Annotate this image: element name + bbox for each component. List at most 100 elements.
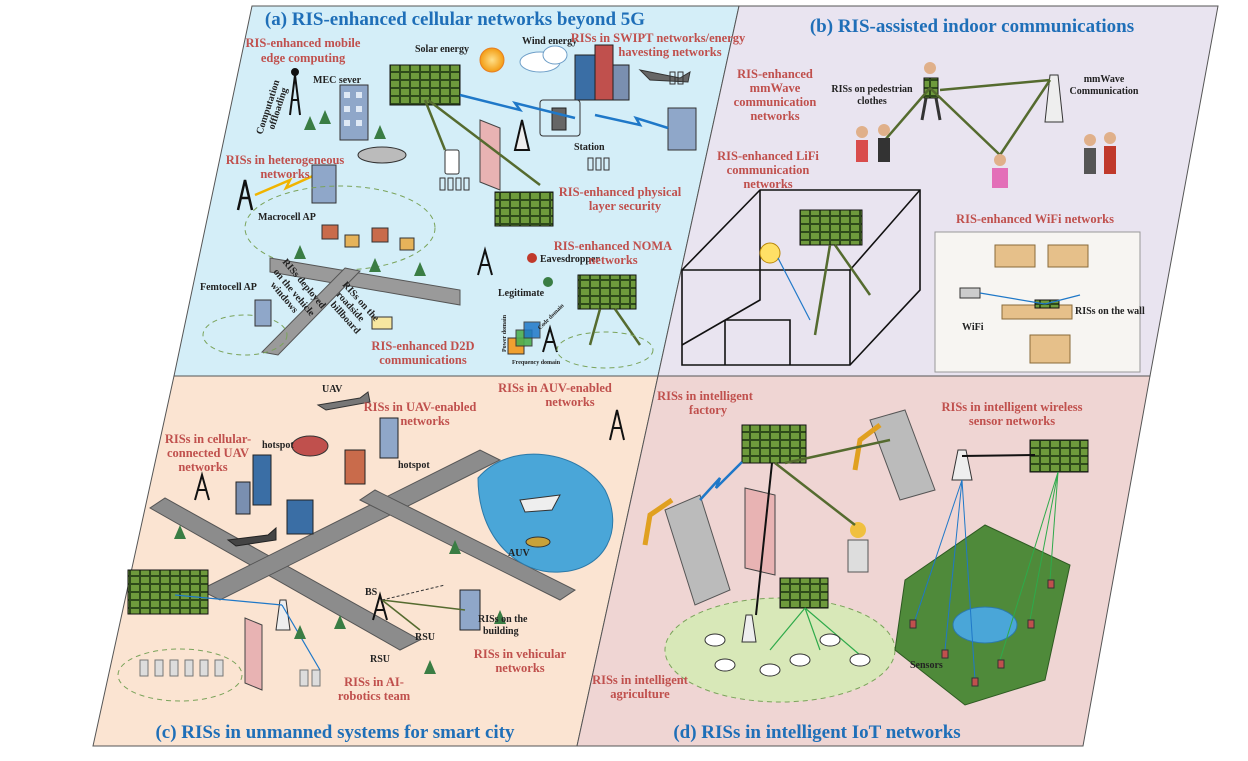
- sensor-nodes: [909, 579, 1055, 687]
- office-building: [311, 164, 337, 204]
- city-building: [344, 449, 366, 485]
- label-d2d-communications: RIS-enhanced D2D: [371, 339, 474, 353]
- ris-panel: [389, 64, 461, 106]
- label-ris-on-building: building: [483, 626, 519, 637]
- obstacle-wall: [744, 487, 776, 576]
- label-auv-enabled-networks: networks: [545, 395, 594, 409]
- wifi-router: [959, 287, 981, 299]
- trees: [294, 110, 426, 276]
- label-cellular-connected-uav: networks: [178, 460, 227, 474]
- label-wifi: WiFi: [962, 322, 984, 333]
- label-ris-on-building: RISs on the: [478, 614, 528, 625]
- label-noma-networks: RIS-enhanced NOMA: [554, 239, 672, 253]
- robot-arm: [642, 423, 882, 546]
- trees: [174, 525, 506, 674]
- city-building: [594, 44, 614, 101]
- label-ai-robotics-team: robotics team: [338, 689, 411, 703]
- livestock: [704, 633, 871, 677]
- station-box: [539, 99, 581, 137]
- label-legitimate: Legitimate: [498, 288, 545, 299]
- office-building: [667, 107, 697, 151]
- label-hotspot: hotspot: [262, 440, 294, 451]
- sun-icon: [479, 47, 505, 73]
- panel-c-illustration: [117, 391, 625, 702]
- roadside-billboard: [371, 316, 393, 330]
- city-building: [252, 454, 272, 506]
- pedestrian-head: [924, 62, 936, 74]
- lake: [477, 453, 614, 573]
- label-hotspot: hotspot: [398, 460, 430, 471]
- label-intelligent-factory: factory: [689, 403, 728, 417]
- femtocell-area: [202, 314, 288, 356]
- label-wireless-sensor-networks: RISs in intelligent wireless: [941, 400, 1082, 414]
- label-physical-layer-security: layer security: [589, 199, 662, 213]
- sensor-network-ap: [951, 449, 973, 481]
- access-point: [741, 614, 757, 643]
- label-uav: UAV: [322, 384, 343, 395]
- label-mec-edge-computing: RIS-enhanced mobile: [246, 36, 361, 50]
- label-uav-enabled-networks: RISs in UAV-enabled: [364, 400, 477, 414]
- macrocell-tower: [236, 179, 254, 211]
- wireless-link: [594, 113, 669, 130]
- ris-panel: [741, 424, 807, 464]
- base-station-tower: [477, 246, 558, 353]
- car-icon: [357, 146, 407, 164]
- label-ris-pedestrian-clothes: clothes: [857, 96, 887, 107]
- city-building: [574, 54, 596, 101]
- stadium: [291, 435, 329, 457]
- ris-panel: [1029, 439, 1089, 473]
- vr-users: [856, 124, 1116, 188]
- road: [269, 257, 461, 306]
- label-power-domain: Power domain: [502, 314, 508, 352]
- label-ris-pedestrian-clothes: RISs on pedestrian: [831, 84, 913, 95]
- uav-icon: [316, 391, 371, 411]
- label-sensors: Sensors: [910, 660, 943, 671]
- label-mmwave-networks: RIS-enhanced: [737, 67, 813, 81]
- uav-icon: [226, 526, 277, 547]
- base-station-tower: [289, 68, 301, 116]
- label-lifi-networks: RIS-enhanced LiFi: [717, 149, 819, 163]
- wireless-link: [459, 93, 576, 120]
- wireless-link: [699, 461, 743, 501]
- city-building: [286, 499, 314, 535]
- label-eavesdropper: Eavesdropper: [540, 254, 600, 265]
- houses-cluster: [321, 224, 415, 251]
- auv-icon: [525, 536, 551, 548]
- terrain-lake: [952, 606, 1018, 644]
- city-building: [235, 481, 251, 515]
- label-swipt-networks: havesting networks: [618, 45, 721, 59]
- wireless-link: [254, 173, 316, 197]
- office-furniture: [994, 244, 1089, 364]
- label-noma-networks: networks: [588, 253, 637, 267]
- label-auv-enabled-networks: RISs in AUV-enabled: [498, 381, 612, 395]
- label-mmwave-communication: mmWave: [1084, 74, 1125, 85]
- label-solar-energy: Solar energy: [415, 44, 469, 55]
- label-intelligent-agriculture: RISs in intelligent: [592, 673, 689, 687]
- panel-b-illustration: [681, 62, 1141, 373]
- city-building: [612, 64, 630, 101]
- panel-a-illustration: [202, 44, 697, 369]
- worker-icon: [850, 522, 866, 538]
- label-mmwave-communication: Communication: [1070, 86, 1139, 97]
- lifi-bulb-icon: [759, 242, 781, 264]
- base-station-tower: [513, 119, 531, 151]
- ris-panel: [799, 209, 863, 246]
- panel-c-title: (c) RISs in unmanned systems for smart c…: [155, 722, 515, 743]
- label-wind-energy: Wind energy: [522, 36, 577, 47]
- label-wireless-sensor-networks: sensor networks: [969, 414, 1055, 428]
- obstacle-wall: [479, 119, 501, 191]
- noma-user-area: [556, 331, 654, 369]
- label-intelligent-agriculture: agriculture: [610, 687, 670, 701]
- label-vehicular-networks: RISs in vehicular: [474, 647, 567, 661]
- agriculture-field: [664, 597, 896, 703]
- label-heterogeneous-networks: RISs in heterogeneous: [226, 153, 345, 167]
- label-frequency-domain: Frequency domain: [512, 360, 561, 366]
- label-station: Station: [574, 142, 605, 153]
- label-vehicular-networks: networks: [495, 661, 544, 675]
- panel-d-illustration: [642, 409, 1089, 706]
- label-mec-edge-computing: edge computing: [261, 51, 346, 65]
- cloud-icon: [519, 45, 568, 73]
- label-physical-layer-security: RIS-enhanced physical: [559, 185, 682, 199]
- label-d2d-communications: communications: [379, 353, 467, 367]
